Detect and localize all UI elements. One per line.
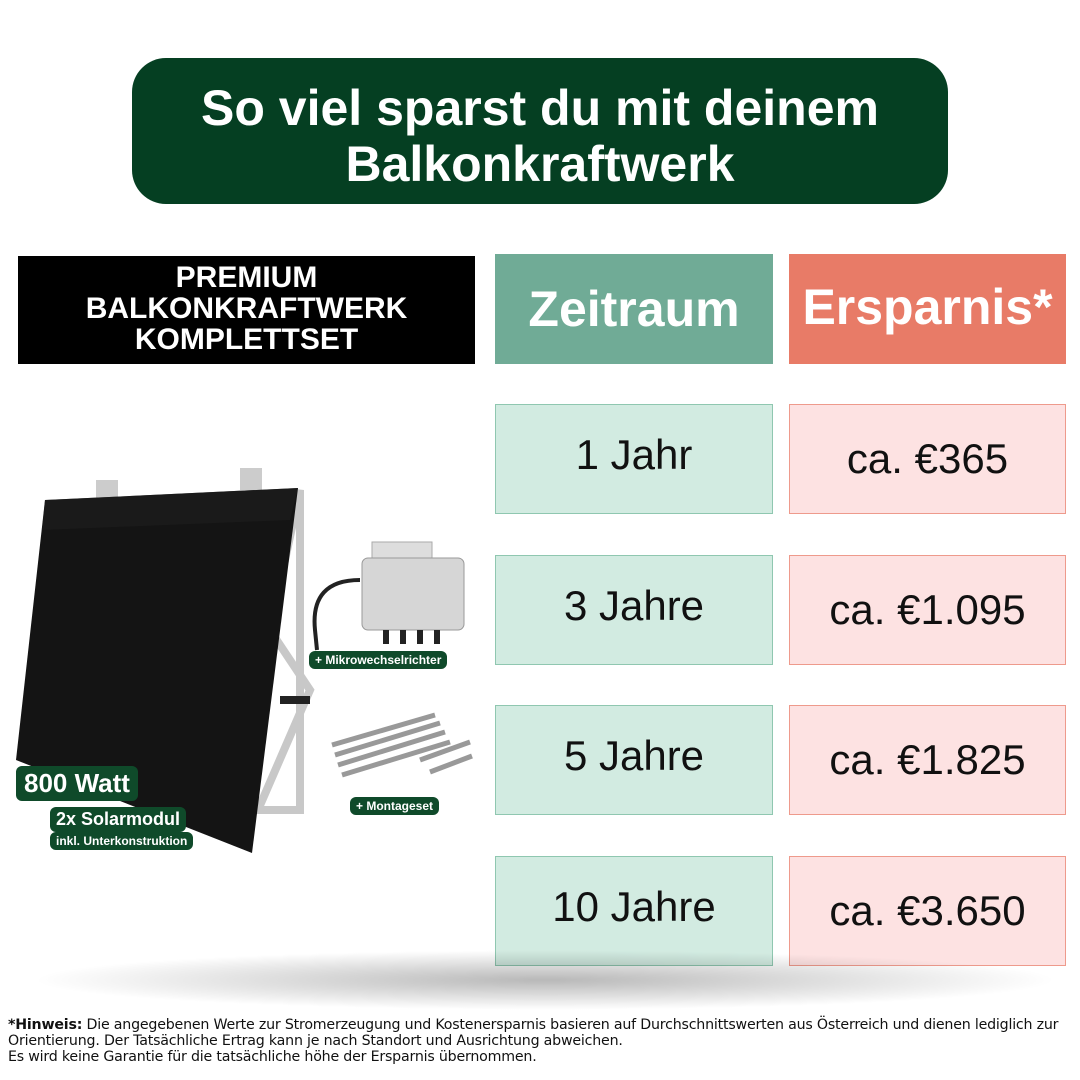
title-line-1: So viel sparst du mit deinem [201,80,879,136]
modules-badge: 2x Solarmodul [50,807,187,832]
mounting-set-badge: + Montageset [350,797,440,815]
period-cell: 1 Jahr [495,404,773,514]
mounting-set [331,712,473,778]
period-header: Zeitraum [495,254,773,364]
savings-cell: ca. €365 [789,404,1066,514]
savings-cell: ca. €1.095 [789,555,1066,665]
disclaimer-text: Die angegebenen Werte zur Stromerzeugung… [8,1017,1059,1049]
disclaimer: *Hinweis: Die angegebenen Werte zur Stro… [8,1017,1078,1065]
savings-cell: ca. €3.650 [789,856,1066,966]
savings-header: Ersparnis* [789,254,1066,364]
solar-panel [16,488,298,853]
product-header: PREMIUM BALKONKRAFTWERK KOMPLETTSET [18,256,475,364]
product-image [16,468,473,853]
period-cell: 3 Jahre [495,555,773,665]
floor-shadow [30,950,1060,1010]
inverter-badge: + Mikrowechselrichter [309,651,448,669]
period-cell: 10 Jahre [495,856,773,966]
power-badge: 800 Watt [16,766,138,801]
product-header-line: BALKONKRAFTWERK [85,292,408,325]
page-title: So viel sparst du mit deinem Balkonkraft… [132,58,948,204]
inverter [312,541,465,651]
disclaimer-text: Es wird keine Garantie für die tatsächli… [8,1049,537,1065]
mount-badge: inkl. Unterkonstruktion [50,832,194,850]
title-line-2: Balkonkraftwerk [345,136,735,192]
period-cell: 5 Jahre [495,705,773,815]
savings-cell: ca. €1.825 [789,705,1066,815]
disclaimer-label: *Hinweis: [8,1017,83,1033]
product-header-line: KOMPLETTSET [134,323,359,356]
product-header-line: PREMIUM [175,261,318,294]
